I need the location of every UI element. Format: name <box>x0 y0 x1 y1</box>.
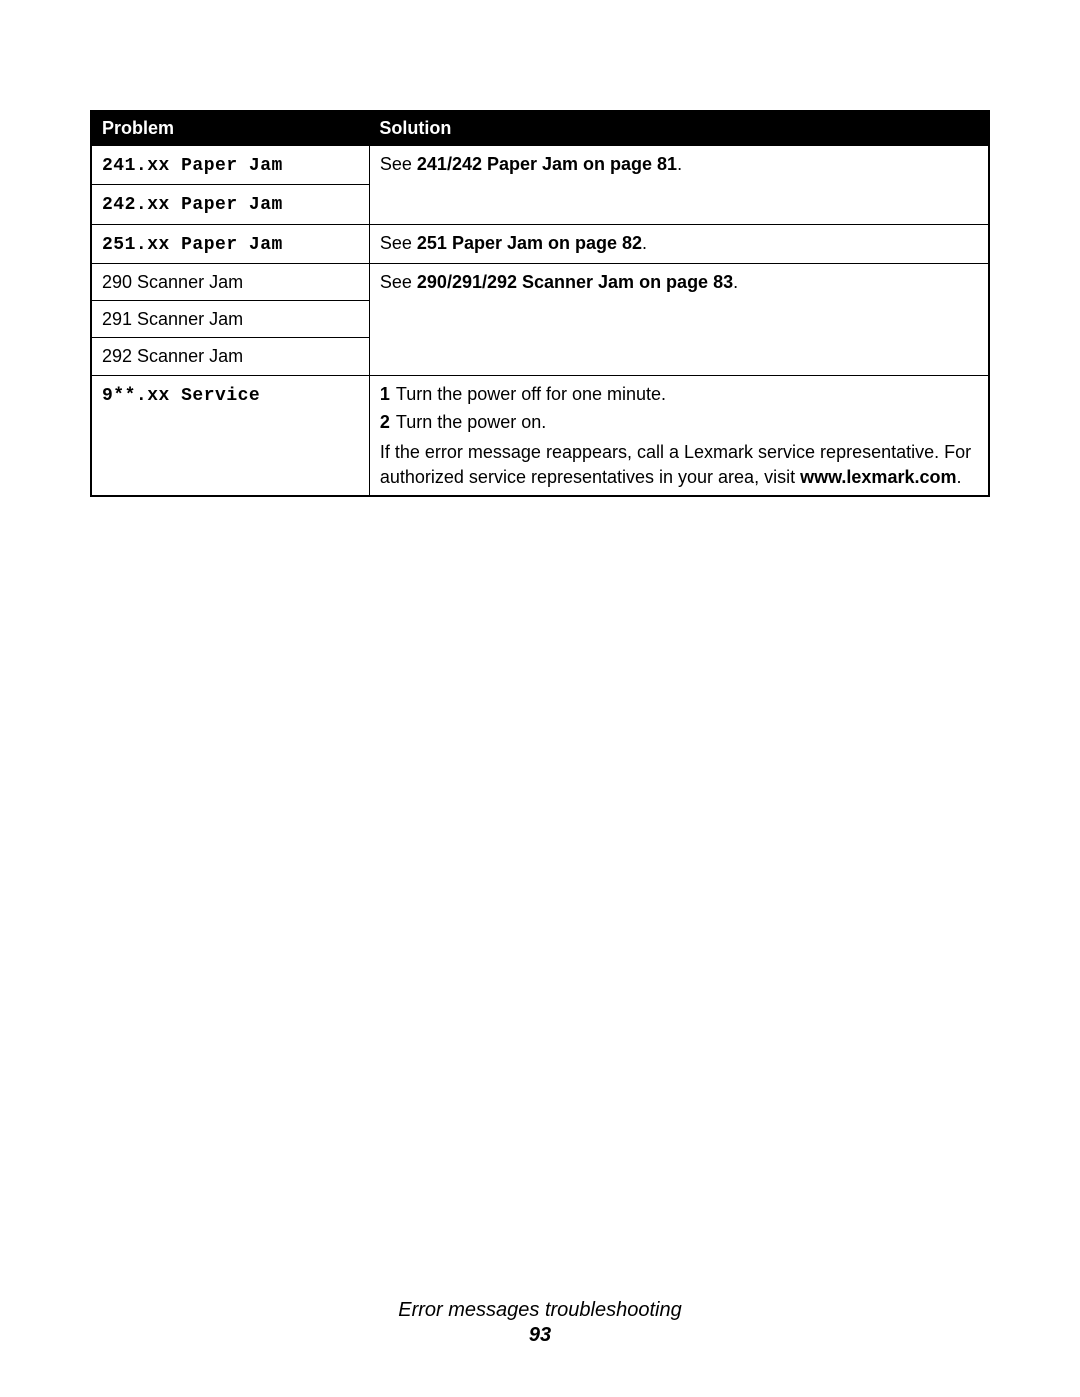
table-row: 9**.xx Service 1 Turn the power off for o… <box>91 375 989 496</box>
problem-cell: 291 Scanner Jam <box>91 301 369 338</box>
see-prefix: See <box>380 233 417 253</box>
problem-cell: 292 Scanner Jam <box>91 338 369 375</box>
see-prefix: See <box>380 154 417 174</box>
solution-cell: See 241/242 Paper Jam on page 81. <box>369 146 989 225</box>
see-reference: 241/242 Paper Jam on page 81 <box>417 154 677 174</box>
solution-cell: 1 Turn the power off for one minute. 2 Tur… <box>369 375 989 496</box>
header-problem: Problem <box>91 111 369 146</box>
extra-link: www.lexmark.com <box>800 467 956 487</box>
problem-cell: 9**.xx Service <box>102 386 260 406</box>
table-row: 251.xx Paper Jam See 251 Paper Jam on pa… <box>91 224 989 263</box>
solution-cell: See 251 Paper Jam on page 82. <box>369 224 989 263</box>
problem-cell: 242.xx Paper Jam <box>102 195 283 215</box>
see-reference: 290/291/292 Scanner Jam on page 83 <box>417 272 733 292</box>
solution-extra: If the error message reappears, call a L… <box>380 440 978 489</box>
step-number: 1 <box>380 384 390 404</box>
extra-suffix: . <box>956 467 961 487</box>
see-suffix: . <box>733 272 738 292</box>
see-reference: 251 Paper Jam on page 82 <box>417 233 642 253</box>
step-text: Turn the power off for one minute. <box>396 384 666 404</box>
see-prefix: See <box>380 272 417 292</box>
step-text: Turn the power on. <box>396 412 546 432</box>
header-solution: Solution <box>369 111 989 146</box>
troubleshooting-table: Problem Solution 241.xx Paper Jam See 24… <box>90 110 990 497</box>
see-suffix: . <box>677 154 682 174</box>
solution-step: 2 Turn the power on. <box>380 410 978 434</box>
solution-step: 1 Turn the power off for one minute. <box>380 382 978 406</box>
page-footer: Error messages troubleshooting 93 <box>0 1299 1080 1347</box>
table-row: 290 Scanner Jam See 290/291/292 Scanner … <box>91 263 989 300</box>
page-number: 93 <box>0 1324 1080 1347</box>
step-number: 2 <box>380 412 390 432</box>
document-page: Problem Solution 241.xx Paper Jam See 24… <box>0 0 1080 1397</box>
problem-cell: 251.xx Paper Jam <box>102 235 283 255</box>
problem-cell: 241.xx Paper Jam <box>102 156 283 176</box>
problem-cell: 290 Scanner Jam <box>91 263 369 300</box>
solution-cell: See 290/291/292 Scanner Jam on page 83. <box>369 263 989 375</box>
see-suffix: . <box>642 233 647 253</box>
table-row: 241.xx Paper Jam See 241/242 Paper Jam o… <box>91 146 989 185</box>
section-title: Error messages troubleshooting <box>398 1299 681 1321</box>
table-header-row: Problem Solution <box>91 111 989 146</box>
